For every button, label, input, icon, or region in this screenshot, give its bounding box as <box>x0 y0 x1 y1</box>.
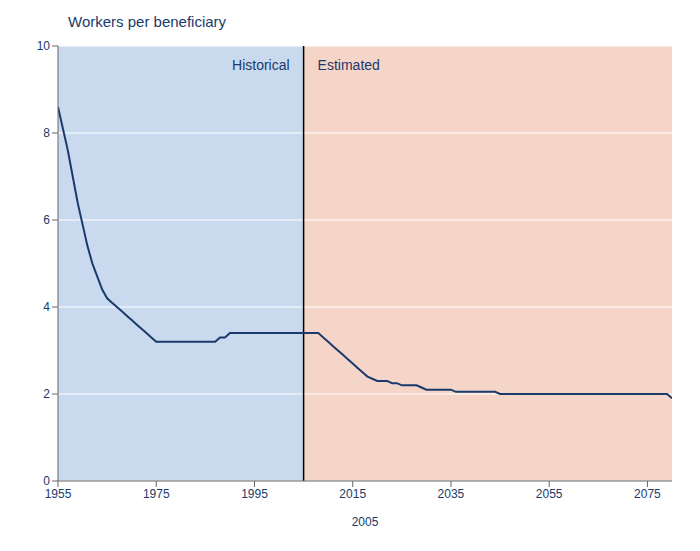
svg-text:8: 8 <box>43 126 50 140</box>
svg-text:1975: 1975 <box>143 487 170 501</box>
svg-text:2: 2 <box>43 387 50 401</box>
svg-text:1995: 1995 <box>241 487 268 501</box>
svg-text:10: 10 <box>37 39 51 53</box>
svg-text:Historical: Historical <box>232 57 290 73</box>
svg-text:4: 4 <box>43 300 50 314</box>
svg-text:2035: 2035 <box>438 487 465 501</box>
svg-text:1955: 1955 <box>45 487 72 501</box>
svg-text:2075: 2075 <box>634 487 661 501</box>
svg-text:2015: 2015 <box>339 487 366 501</box>
svg-text:6: 6 <box>43 213 50 227</box>
svg-text:Estimated: Estimated <box>318 57 380 73</box>
svg-text:2005: 2005 <box>352 515 379 529</box>
svg-text:0: 0 <box>43 474 50 488</box>
html-text:Workers per beneficiary: Workers per beneficiary <box>68 13 227 30</box>
svg-text:2055: 2055 <box>536 487 563 501</box>
